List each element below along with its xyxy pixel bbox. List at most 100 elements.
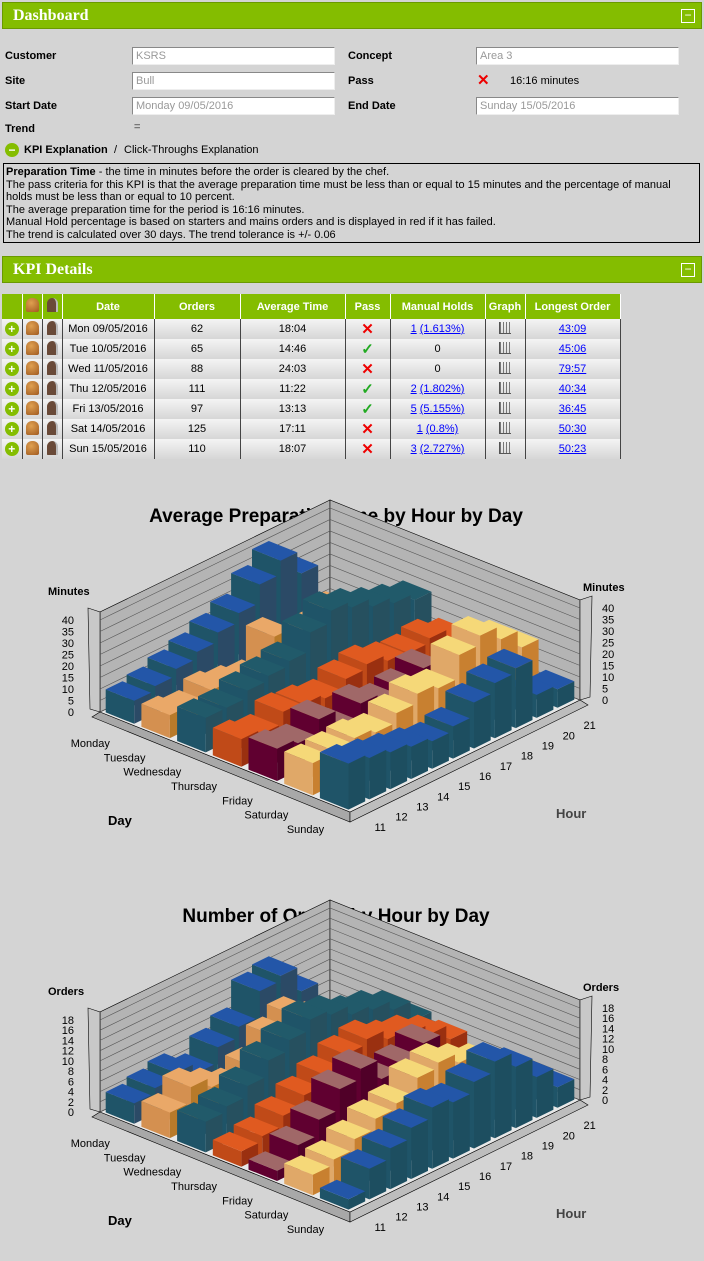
concept-field[interactable]: Area 3 (476, 47, 679, 65)
mains-cell[interactable] (42, 339, 63, 359)
starters-cell[interactable] (22, 359, 43, 379)
bar-side-face (453, 1094, 470, 1159)
pot-icon[interactable] (46, 360, 58, 375)
start-date-field[interactable]: Monday 09/05/2016 (132, 97, 335, 115)
bar-side-face (432, 733, 449, 769)
longest-order-link[interactable]: 50:30 (558, 423, 587, 435)
holds-count-link[interactable]: 1 (416, 423, 423, 435)
muffin-icon[interactable] (25, 420, 39, 435)
longest-order-link[interactable]: 45:06 (558, 343, 587, 355)
col-pass[interactable]: Pass (345, 294, 391, 319)
graph-cell[interactable] (485, 379, 526, 399)
col-date[interactable]: Date (62, 294, 155, 319)
graph-cell[interactable] (485, 359, 526, 379)
expand-row-icon[interactable]: + (4, 342, 19, 356)
expand-cell[interactable]: + (2, 339, 23, 359)
pot-icon[interactable] (46, 420, 58, 435)
col-manual-holds[interactable]: Manual Holds (390, 294, 486, 319)
bar-graph-icon[interactable] (499, 441, 511, 454)
col-graph[interactable]: Graph (485, 294, 526, 319)
end-date-field[interactable]: Sunday 15/05/2016 (476, 97, 679, 115)
separator: / (114, 144, 118, 156)
muffin-icon[interactable] (25, 380, 39, 395)
bar-graph-icon[interactable] (499, 341, 511, 354)
mains-cell[interactable] (42, 399, 63, 419)
site-field[interactable]: Bull (132, 72, 335, 90)
expand-cell[interactable]: + (2, 319, 23, 339)
longest-order-link[interactable]: 40:34 (558, 383, 587, 395)
pot-icon[interactable] (46, 340, 58, 355)
expand-cell[interactable]: + (2, 439, 23, 459)
muffin-icon[interactable] (25, 320, 39, 335)
mains-cell[interactable] (42, 439, 63, 459)
collapse-dashboard-button[interactable]: − (681, 9, 695, 23)
graph-cell[interactable] (485, 319, 526, 339)
longest-order-link[interactable]: 36:45 (558, 403, 587, 415)
starters-cell[interactable] (22, 339, 43, 359)
z-tick-label-left: 15 (62, 673, 74, 685)
muffin-icon[interactable] (25, 400, 39, 415)
holds-count-link[interactable]: 2 (410, 383, 417, 395)
expand-row-icon[interactable]: + (4, 422, 19, 436)
pass-value: 16:16 minutes (510, 75, 580, 87)
col-longest-order[interactable]: Longest Order (525, 294, 621, 319)
starters-cell[interactable] (22, 399, 43, 419)
hour-tick-label: 14 (437, 791, 449, 803)
expand-cell[interactable]: + (2, 419, 23, 439)
collapse-kpi-button[interactable]: − (681, 263, 695, 277)
muffin-icon[interactable] (25, 440, 39, 455)
click-throughs-explanation-link[interactable]: Click-Throughs Explanation (124, 144, 259, 156)
holds-pct-link[interactable]: (1.802%) (419, 383, 465, 395)
day-tick-label: Friday (222, 795, 253, 807)
graph-cell[interactable] (485, 419, 526, 439)
graph-cell[interactable] (485, 339, 526, 359)
bar-graph-icon[interactable] (499, 321, 511, 334)
holds-pct-link[interactable]: (0.8%) (425, 423, 459, 435)
longest-order-link[interactable]: 79:57 (558, 363, 587, 375)
customer-field[interactable]: KSRS (132, 47, 335, 65)
starters-cell[interactable] (22, 439, 43, 459)
bar-graph-icon[interactable] (499, 361, 511, 374)
collapse-explanation-icon[interactable]: − (5, 143, 19, 157)
bar-graph-icon[interactable] (499, 381, 511, 394)
muffin-icon[interactable] (25, 360, 39, 375)
expand-row-icon[interactable]: + (4, 322, 19, 336)
longest-order-link[interactable]: 50:23 (558, 443, 587, 455)
pot-icon[interactable] (46, 320, 58, 335)
pot-icon[interactable] (46, 440, 58, 455)
longest-order-link[interactable]: 43:09 (558, 323, 587, 335)
holds-pct-link[interactable]: (2.727%) (419, 443, 465, 455)
bar-graph-icon[interactable] (499, 401, 511, 414)
starters-cell[interactable] (22, 319, 43, 339)
holds-pct-link[interactable]: (1.613%) (419, 323, 465, 335)
graph-cell[interactable] (485, 439, 526, 459)
expand-row-icon[interactable]: + (4, 402, 19, 416)
col-average-time[interactable]: Average Time (240, 294, 346, 319)
starters-cell[interactable] (22, 419, 43, 439)
mains-cell[interactable] (42, 379, 63, 399)
pot-icon[interactable] (46, 400, 58, 415)
expand-row-icon[interactable]: + (4, 382, 19, 396)
expand-row-icon[interactable]: + (4, 442, 19, 456)
mains-cell[interactable] (42, 359, 63, 379)
z-tick-label-left: 35 (62, 627, 74, 639)
holds-count-link[interactable]: 3 (410, 443, 417, 455)
bar-graph-icon[interactable] (499, 421, 511, 434)
bar-top-face (340, 1149, 387, 1169)
expand-cell[interactable]: + (2, 399, 23, 419)
muffin-icon[interactable] (25, 340, 39, 355)
mains-cell[interactable] (42, 319, 63, 339)
pot-icon[interactable] (46, 380, 58, 395)
holds-pct-link[interactable]: (5.155%) (419, 403, 465, 415)
expand-cell[interactable]: + (2, 359, 23, 379)
customer-label: Customer (5, 50, 57, 62)
holds-count-link[interactable]: 1 (410, 323, 417, 335)
kpi-explanation-link[interactable]: KPI Explanation (24, 144, 108, 156)
col-orders[interactable]: Orders (154, 294, 241, 319)
expand-row-icon[interactable]: + (4, 362, 19, 376)
holds-count-link[interactable]: 5 (410, 403, 417, 415)
graph-cell[interactable] (485, 399, 526, 419)
starters-cell[interactable] (22, 379, 43, 399)
mains-cell[interactable] (42, 419, 63, 439)
expand-cell[interactable]: + (2, 379, 23, 399)
